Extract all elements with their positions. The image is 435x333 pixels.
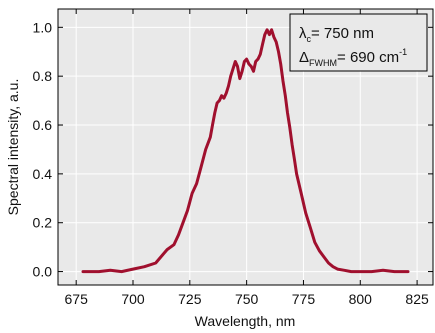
legend-delta: Δ [299, 49, 309, 66]
y-tick-label: 0.8 [33, 68, 53, 84]
legend-line-2: ΔFWHM= 690 cm-1 [299, 47, 407, 68]
x-tick-label: 800 [349, 291, 373, 307]
y-tick-label: 0.4 [33, 166, 53, 182]
legend-box: λc= 750 nm ΔFWHM= 690 cm-1 [289, 13, 428, 72]
legend-fwhm-superscript: -1 [399, 47, 407, 57]
y-tick-label: 1.0 [33, 19, 53, 35]
legend-lambda-subscript: c [307, 34, 312, 44]
x-tick-label: 725 [178, 291, 202, 307]
x-tick-label: 775 [292, 291, 316, 307]
y-tick-label: 0.0 [33, 264, 53, 280]
series-layer [81, 28, 410, 274]
spectrum-line [81, 28, 410, 274]
x-tick-label: 700 [121, 291, 145, 307]
y-axis-title: Spectral intensity, a.u. [5, 79, 21, 216]
x-tick-label: 675 [65, 291, 89, 307]
legend-center-value: = 750 nm [311, 25, 374, 42]
x-tick-label: 825 [405, 291, 429, 307]
y-tick-label: 0.6 [33, 117, 53, 133]
plot-frame [57, 8, 434, 286]
legend-fwhm-value: = 690 cm [337, 49, 399, 66]
x-tick-label: 750 [235, 291, 259, 307]
y-tick-label: 0.2 [33, 215, 53, 231]
legend-frame [289, 13, 428, 72]
legend-lambda: λ [299, 25, 307, 42]
legend-line-1: λc= 750 nm [299, 25, 374, 44]
legend-delta-subscript: FWHM [309, 58, 337, 68]
x-axis-title: Wavelength, nm [195, 313, 296, 329]
axis-ticks: 675 700 725 750 775 800 825 0.0 0.2 0.4 0.6 0.8 1.0 [33, 9, 433, 307]
